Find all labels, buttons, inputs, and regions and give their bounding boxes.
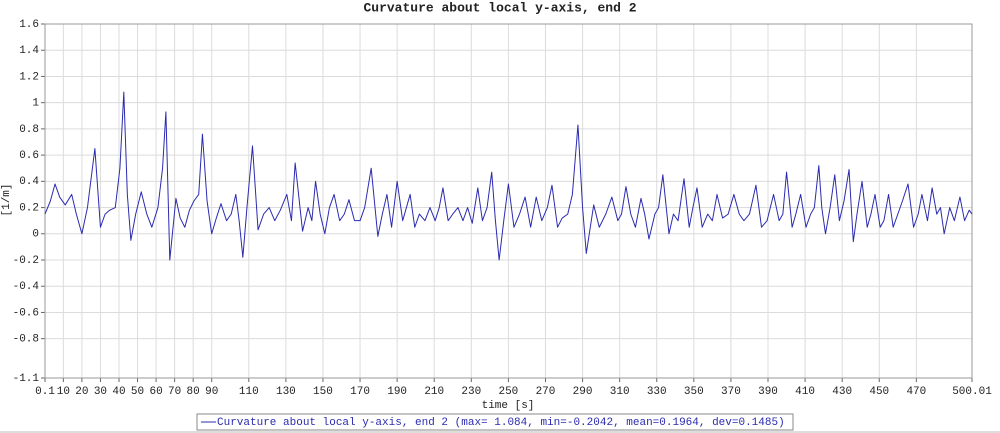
x-tick-label: 370 — [721, 386, 741, 398]
x-tick-label: 50 — [131, 386, 144, 398]
x-tick-label: 10 — [57, 386, 70, 398]
x-tick-label: 80 — [187, 386, 200, 398]
x-tick-label: 90 — [205, 386, 218, 398]
x-tick-label: 430 — [832, 386, 852, 398]
chart-title: Curvature about local y-axis, end 2 — [363, 0, 636, 15]
x-tick-label: 190 — [387, 386, 407, 398]
series-line — [44, 91, 973, 261]
y-tick-label: 0.2 — [19, 202, 39, 214]
x-tick-label: 350 — [684, 386, 704, 398]
x-tick-label: 230 — [461, 386, 481, 398]
y-tick-label: 1.6 — [19, 19, 39, 31]
y-tick-label: 0.4 — [19, 176, 39, 188]
legend-entry: Curvature about local y-axis, end 2 (max… — [217, 417, 785, 429]
x-tick-label: 500.01 — [952, 386, 992, 398]
x-tick-label: 170 — [350, 386, 370, 398]
y-tick-label: 1.2 — [19, 71, 39, 83]
y-axis-label: [1/m] — [1, 183, 13, 216]
x-tick-label: 330 — [647, 386, 667, 398]
x-tick-label: 130 — [276, 386, 296, 398]
x-tick-label: 290 — [573, 386, 593, 398]
y-tick-label: 1.4 — [19, 45, 39, 57]
y-tick-label: -0.4 — [13, 281, 40, 293]
y-tick-label: -0.8 — [13, 334, 39, 346]
x-tick-label: 110 — [239, 386, 259, 398]
y-tick-label: 0.8 — [19, 124, 39, 136]
x-tick-label: 450 — [869, 386, 889, 398]
x-tick-label: 210 — [424, 386, 444, 398]
x-tick-label: 20 — [75, 386, 88, 398]
plot-frame — [44, 23, 973, 379]
x-tick-label: 40 — [112, 386, 125, 398]
y-tick-label: -1.1 — [13, 373, 40, 385]
x-axis-label: time [s] — [482, 400, 535, 412]
y-tick-label: -0.2 — [13, 255, 39, 267]
x-tick-label: 390 — [758, 386, 778, 398]
x-tick-label: 310 — [610, 386, 630, 398]
y-tick-label: 0 — [32, 229, 39, 241]
x-tick-label: 0.1 — [35, 386, 55, 398]
x-tick-label: 270 — [536, 386, 556, 398]
x-tick-label: 150 — [313, 386, 333, 398]
x-tick-label: 410 — [795, 386, 815, 398]
y-tick-label: 0.6 — [19, 150, 39, 162]
x-tick-label: 60 — [149, 386, 162, 398]
x-tick-label: 30 — [94, 386, 107, 398]
x-tick-label: 70 — [168, 386, 181, 398]
y-tick-label: 1 — [32, 98, 39, 110]
x-tick-label: 250 — [498, 386, 518, 398]
y-tick-label: -0.6 — [13, 307, 39, 319]
x-tick-label: 470 — [906, 386, 926, 398]
legend-box — [196, 413, 794, 431]
